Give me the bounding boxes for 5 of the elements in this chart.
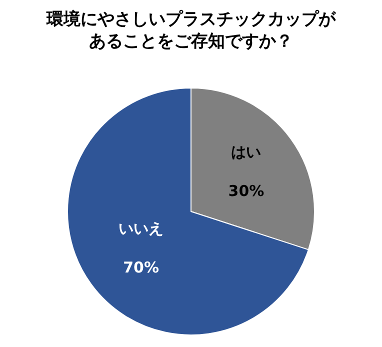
slice-label: はい <box>231 142 262 161</box>
data-label: 70% <box>123 258 159 276</box>
chart-title: 環境にやさしいプラスチックカップがあることをご存知ですか？ <box>46 9 336 52</box>
data-label: 30% <box>228 182 264 200</box>
slice-label: いいえ <box>118 219 164 238</box>
